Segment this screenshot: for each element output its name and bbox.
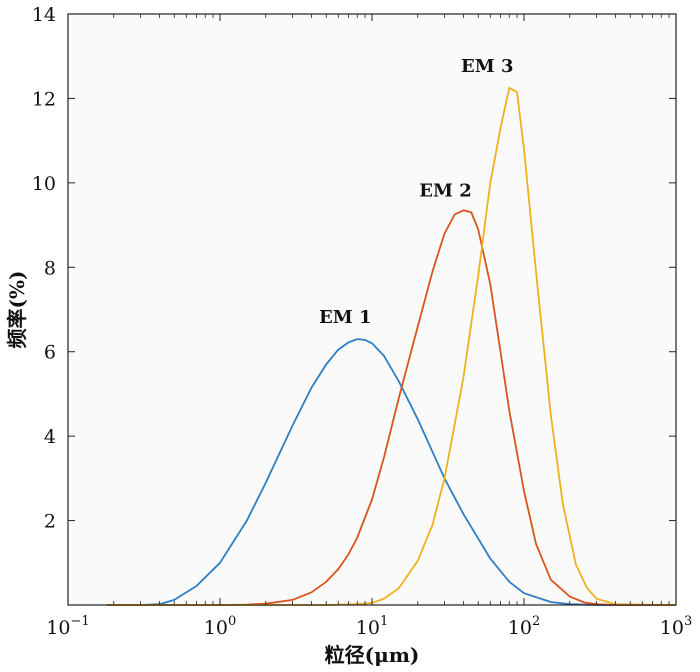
y-tick-label: 12 — [32, 88, 56, 110]
plot-area — [68, 14, 676, 605]
x-tick-label: 102 — [508, 614, 540, 639]
y-tick-label: 4 — [44, 426, 56, 448]
series-layer — [106, 87, 677, 606]
series-labels: EM 1 EM 2 EM 3 — [319, 56, 513, 328]
series-line-2 — [106, 209, 676, 606]
x-axis-title: 粒径(μm) — [325, 643, 420, 667]
y-axis-title: 频率(%) — [5, 271, 29, 349]
y-tick-label: 10 — [32, 173, 56, 195]
axis-ticks: 2 4 6 8 10 12 14 10−1 100 101 102 103 — [32, 4, 692, 639]
x-tick-label: 101 — [356, 614, 388, 639]
series-label-3: EM 3 — [461, 56, 513, 77]
y-tick-label: 14 — [32, 4, 56, 26]
series-label-1: EM 1 — [319, 307, 371, 328]
x-tick-label: 103 — [660, 614, 692, 639]
y-tick-label: 2 — [44, 511, 56, 533]
x-tick-label: 100 — [204, 614, 236, 639]
series-label-2: EM 2 — [419, 180, 471, 201]
x-tick-label: 10−1 — [46, 614, 89, 639]
y-tick-label: 8 — [44, 257, 56, 279]
y-tick-label: 6 — [44, 342, 56, 364]
series-line-3 — [106, 87, 677, 606]
series-line-1 — [106, 338, 676, 606]
